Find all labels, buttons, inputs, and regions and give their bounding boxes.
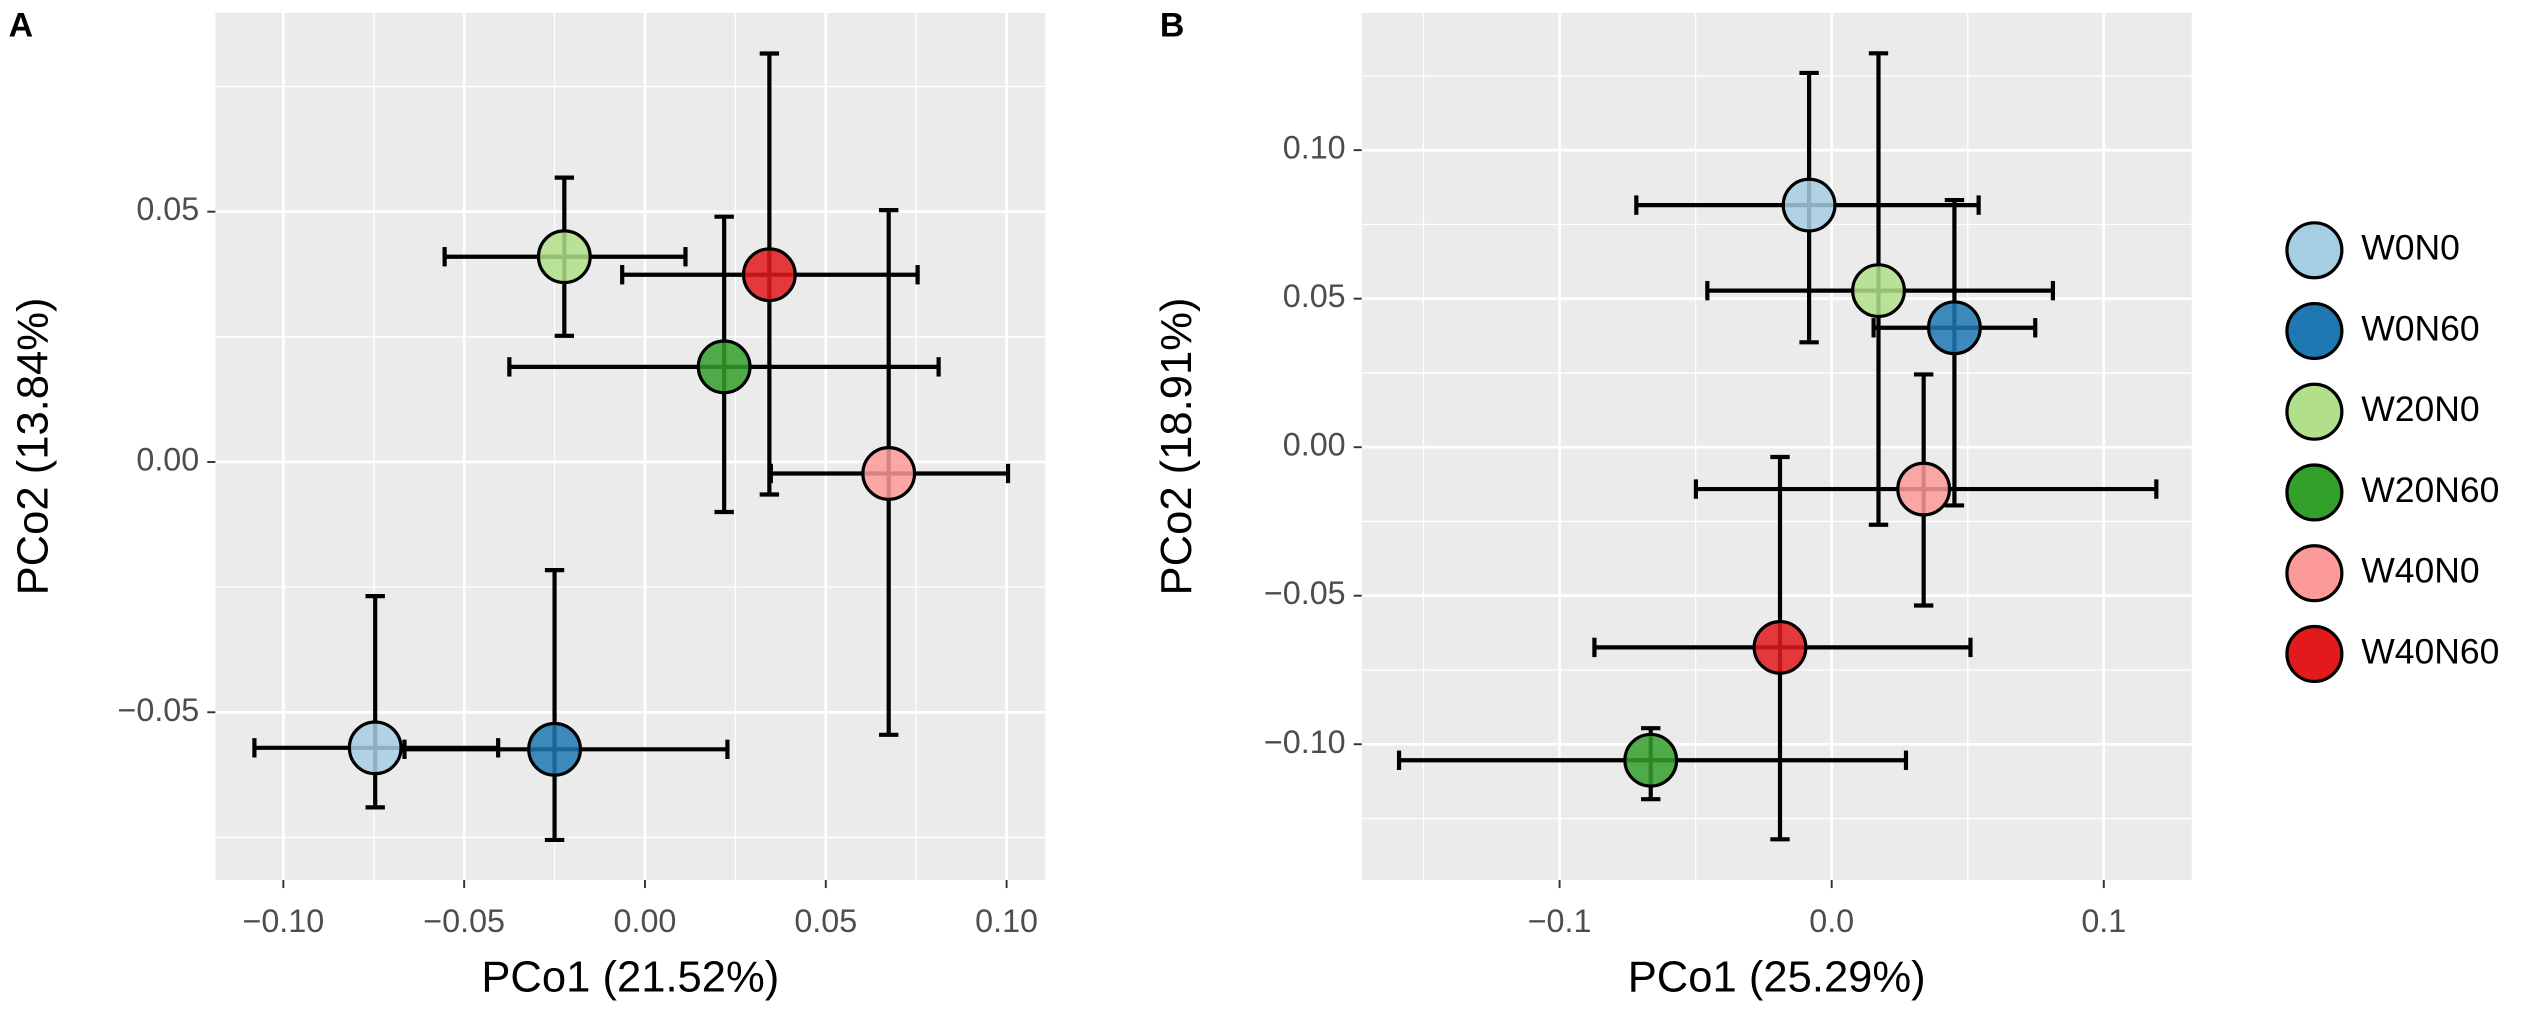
x-tick-label: 0.1 (2081, 903, 2126, 939)
x-tick-label: −0.05 (423, 903, 505, 939)
legend-swatch (2285, 463, 2344, 522)
x-axis-title: PCo1 (25.29%) (1628, 954, 1926, 1002)
point (347, 720, 403, 776)
point (861, 446, 917, 501)
legend-label: W40N60 (2361, 631, 2499, 671)
x-axis-title: PCo1 (21.52%) (481, 954, 779, 1002)
legend-swatch (2285, 301, 2344, 361)
x-tick-label: −0.10 (243, 903, 325, 939)
point (696, 339, 752, 395)
y-tick-label: 0.00 (1283, 427, 1346, 463)
y-tick-label: −0.05 (1264, 575, 1346, 611)
y-tick-label: −0.10 (1264, 724, 1346, 760)
y-tick-label: −0.05 (118, 692, 200, 728)
y-axis-title: PCo2 (13.84%) (10, 297, 58, 595)
y-tick-label: 0.10 (1283, 130, 1346, 166)
legend-label: W0N0 (2361, 228, 2460, 268)
point (527, 721, 583, 777)
point (1623, 732, 1679, 788)
y-tick-label: 0.05 (136, 191, 199, 227)
legend-swatch (2285, 382, 2344, 441)
legend-label: W40N0 (2361, 551, 2479, 591)
x-tick-label: 0.00 (614, 903, 677, 939)
legend-label: W20N0 (2361, 389, 2479, 429)
point (741, 247, 797, 303)
point (1926, 300, 1982, 356)
panel-label: A (9, 6, 33, 44)
point (536, 229, 592, 285)
point (1851, 263, 1906, 319)
y-tick-label: 0.05 (1283, 278, 1346, 314)
panel-label: B (1160, 6, 1184, 44)
legend-swatch (2285, 624, 2344, 683)
x-tick-label: 0.0 (1809, 903, 1854, 939)
x-tick-label: 0.10 (975, 903, 1038, 939)
x-tick-label: −0.1 (1528, 903, 1592, 939)
x-tick-label: 0.05 (794, 903, 857, 939)
point (1896, 461, 1952, 517)
legend-label: W0N60 (2361, 308, 2479, 348)
point (1781, 177, 1837, 233)
point (1752, 619, 1808, 675)
legend-label: W20N60 (2361, 470, 2499, 510)
legend-swatch (2285, 544, 2344, 603)
y-axis-title: PCo2 (18.91%) (1153, 297, 1201, 595)
y-tick-label: 0.00 (136, 442, 199, 478)
legend-swatch (2285, 221, 2344, 280)
